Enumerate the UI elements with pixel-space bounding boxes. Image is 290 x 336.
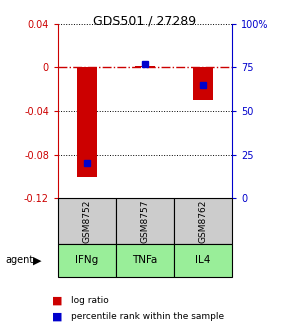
Text: TNFa: TNFa — [132, 255, 158, 265]
Bar — [193, 67, 213, 100]
Text: GDS501 / 27289: GDS501 / 27289 — [93, 14, 197, 27]
Bar — [58, 244, 116, 277]
Text: agent: agent — [6, 255, 34, 265]
Text: percentile rank within the sample: percentile rank within the sample — [71, 312, 224, 321]
Bar — [135, 66, 155, 67]
Text: IL4: IL4 — [195, 255, 211, 265]
Bar — [58, 198, 116, 244]
Text: GSM8757: GSM8757 — [140, 199, 150, 243]
Text: GSM8752: GSM8752 — [82, 199, 92, 243]
Bar — [174, 244, 232, 277]
Text: ▶: ▶ — [33, 255, 42, 265]
Text: GSM8762: GSM8762 — [198, 199, 208, 243]
Bar — [116, 198, 174, 244]
Text: IFNg: IFNg — [75, 255, 99, 265]
Text: ■: ■ — [52, 296, 63, 306]
Bar — [116, 244, 174, 277]
Text: ■: ■ — [52, 311, 63, 322]
Bar — [174, 198, 232, 244]
Text: log ratio: log ratio — [71, 296, 109, 305]
Bar — [77, 67, 97, 177]
